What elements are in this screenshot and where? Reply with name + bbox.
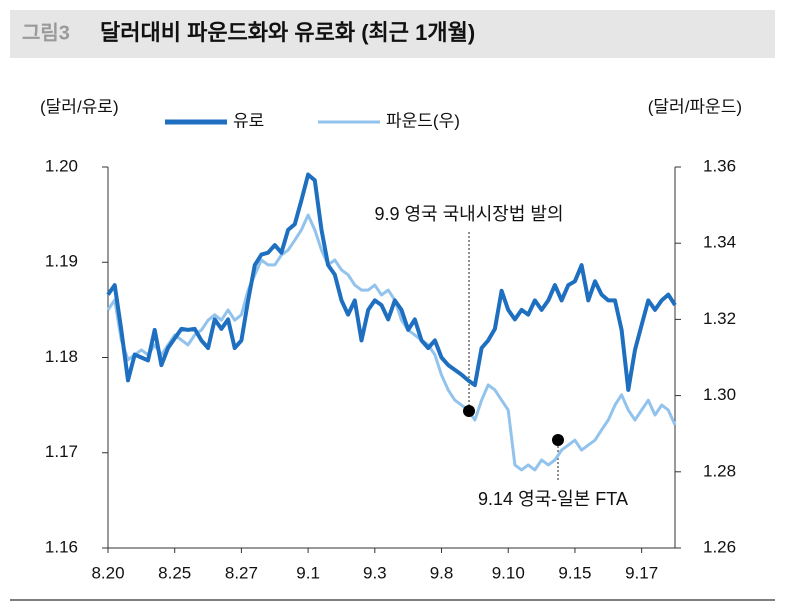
- annotation-dot: [463, 405, 475, 417]
- x-tick-label: 9.3: [363, 563, 387, 582]
- y-tick-label: 1.20: [45, 156, 78, 175]
- x-tick-label: 9.15: [558, 563, 591, 582]
- x-tick-label: 8.27: [225, 563, 258, 582]
- x-tick-label: 9.17: [625, 563, 658, 582]
- x-tick-label: 8.25: [158, 563, 191, 582]
- y-tick-label: 1.18: [45, 347, 78, 366]
- y2-tick-label: 1.26: [703, 537, 736, 556]
- annotation-dot: [552, 434, 564, 446]
- annotation: 9.9 영국 국내시장법 발의: [374, 204, 563, 224]
- figure-label: 그림3: [22, 21, 70, 44]
- x-tick-label: 9.10: [492, 563, 525, 582]
- series-line: [106, 172, 677, 392]
- y-tick-label: 1.16: [45, 537, 78, 556]
- series-line: [106, 213, 677, 472]
- y2-tick-label: 1.28: [703, 461, 736, 480]
- header-band: [10, 10, 775, 58]
- x-tick-label: 9.8: [430, 563, 454, 582]
- legend-label: 파운드(우): [386, 111, 460, 130]
- y-tick-label: 1.19: [45, 252, 78, 271]
- legend-label: 유로: [233, 111, 264, 130]
- y2-tick-label: 1.36: [703, 156, 736, 175]
- y-axis-label: (달러/유로): [40, 97, 119, 116]
- x-tick-label: 9.1: [296, 563, 320, 582]
- chart-title: 달러대비 파운드화와 유로화 (최근 1개월): [100, 20, 475, 45]
- y2-tick-label: 1.32: [703, 309, 736, 328]
- y2-axis-label: (달러/파운드): [648, 97, 742, 116]
- y2-tick-label: 1.30: [703, 385, 736, 404]
- x-tick-label: 8.20: [91, 563, 124, 582]
- y2-tick-label: 1.34: [703, 233, 736, 252]
- y-tick-label: 1.17: [45, 442, 78, 461]
- annotation: 9.14 영국-일본 FTA: [478, 489, 628, 509]
